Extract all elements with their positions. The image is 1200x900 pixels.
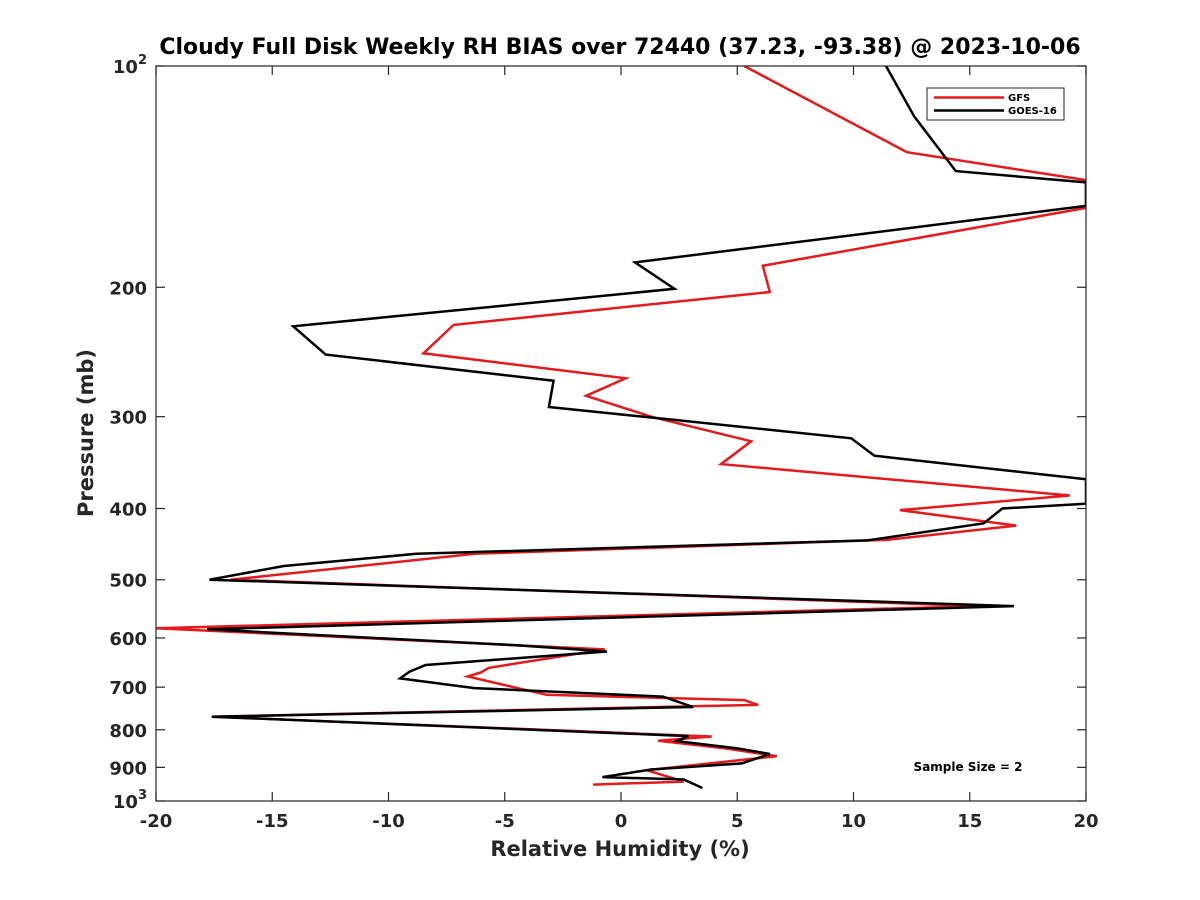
y-tick-label: 800 <box>109 721 147 742</box>
x-tick-label: 20 <box>1073 811 1098 832</box>
y-tick-label: 103 <box>113 788 147 813</box>
y-tick-label: 300 <box>109 408 147 429</box>
x-tick-label: -20 <box>140 811 173 832</box>
y-tick-label: 600 <box>109 629 147 650</box>
x-tick-label: -10 <box>372 811 405 832</box>
x-axis-label: Relative Humidity (%) <box>490 837 749 861</box>
y-tick-label: 900 <box>109 758 147 779</box>
plot-lines <box>156 66 1086 790</box>
legend-label-gfs: GFS <box>1008 93 1030 104</box>
x-tick-label: -15 <box>256 811 289 832</box>
y-tick-label: 400 <box>109 500 147 521</box>
chart-title: Cloudy Full Disk Weekly RH BIAS over 724… <box>159 35 1080 60</box>
x-tick-label: 15 <box>957 811 982 832</box>
legend-box <box>926 87 1065 121</box>
y-axis-label: Pressure (mb) <box>74 349 98 517</box>
x-axis-ticks: -20 -15 -10 -5 0 5 10 15 20 <box>140 66 1099 832</box>
x-tick-label: 10 <box>841 811 866 832</box>
sample-size-note: Sample Size = 2 <box>914 760 1023 774</box>
legend-label-goes16: GOES-16 <box>1008 106 1057 117</box>
y-tick-label: 500 <box>109 571 147 592</box>
y-tick-label: 700 <box>109 678 147 699</box>
y-tick-label: 102 <box>113 53 147 78</box>
x-tick-label: 5 <box>731 811 744 832</box>
legend: GFS GOES-16 <box>926 87 1065 121</box>
y-tick-label: 200 <box>109 278 147 299</box>
y-axis-ticks: 102 200 300 400 500 600 700 800 900 103 <box>109 53 1086 813</box>
series-line-goes16 <box>207 66 1086 790</box>
series-line-gfs <box>156 66 1086 786</box>
axes-frame <box>155 65 1087 802</box>
x-tick-label: -5 <box>495 811 515 832</box>
x-tick-label: 0 <box>615 811 628 832</box>
